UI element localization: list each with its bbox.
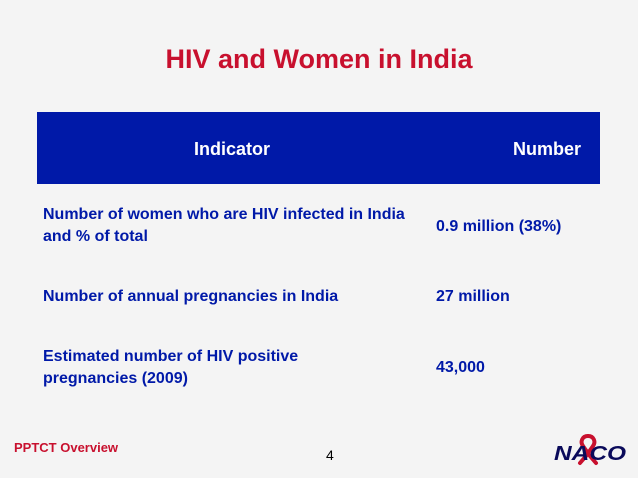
row-2-indicator: Number of annual pregnancies in India — [43, 288, 339, 305]
row-1-number: 0.9 million (38%) — [436, 218, 562, 235]
header-indicator: Indicator — [193, 139, 270, 159]
row-2-number: 27 million — [436, 288, 510, 305]
row-3-number: 43,000 — [436, 359, 485, 376]
row-3-indicator: Estimated number of HIV positive pregnan… — [43, 348, 299, 387]
row-1-indicator: Number of women who are HIV infected in … — [43, 206, 405, 245]
header-number: Number — [513, 139, 582, 159]
page-number: 4 — [326, 447, 334, 463]
footer-section-label: PPTCT Overview — [14, 440, 119, 455]
slide-title: HIV and Women in India — [165, 44, 473, 74]
table-header-row: Indicator Number — [37, 112, 600, 184]
svg-text:NACO: NACO — [554, 443, 627, 465]
naco-logo: NACO — [554, 434, 627, 465]
